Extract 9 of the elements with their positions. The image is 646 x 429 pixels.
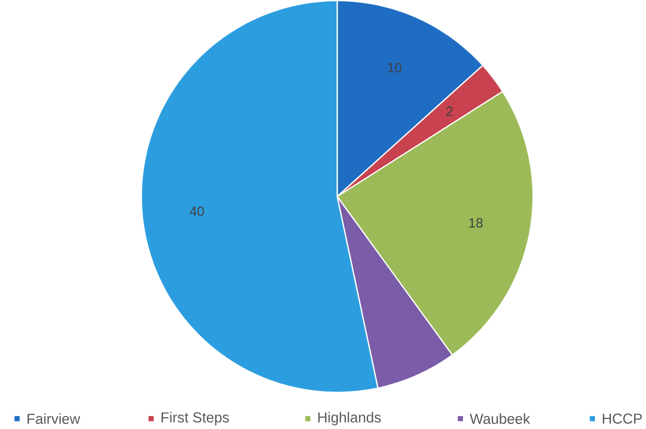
data-label: 10: [388, 62, 402, 72]
legend-label: Waubeek: [470, 413, 530, 424]
data-label: 18: [469, 218, 483, 228]
legend-label: HCCP: [602, 414, 642, 424]
legend-label: Highlands: [318, 412, 381, 426]
legend-label: First Steps: [162, 412, 229, 426]
data-label: 40: [190, 206, 204, 216]
legend-label: Fairview: [28, 413, 80, 424]
data-label: 2: [446, 106, 453, 116]
